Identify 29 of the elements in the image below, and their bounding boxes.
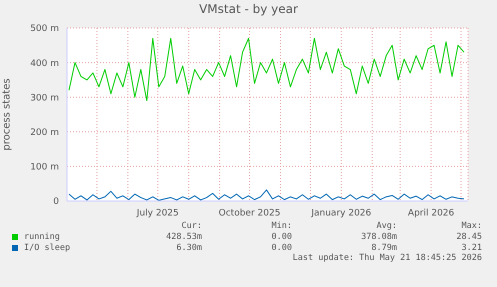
y-axis-title: process states xyxy=(2,78,13,151)
line-series xyxy=(68,38,465,102)
x-tick-label: July 2025 xyxy=(136,208,179,218)
text: 8.79m xyxy=(370,243,397,253)
y-tick-label: 100 m xyxy=(30,162,59,173)
text: Min: xyxy=(270,221,292,231)
chart-title: VMstat - by year xyxy=(198,2,299,16)
line-series xyxy=(68,189,465,201)
text: Max: xyxy=(460,221,482,231)
x-tick-label: October 2025 xyxy=(218,208,280,218)
text: 428.53m xyxy=(165,232,202,242)
text: 0.00 xyxy=(270,243,292,253)
x-tick-label: April 2026 xyxy=(408,208,455,218)
y-tick-label: 200 m xyxy=(30,128,59,138)
y-tick-label: 400 m xyxy=(30,58,59,69)
text: 28.45 xyxy=(455,232,482,242)
text: Avg: xyxy=(376,221,397,231)
y-tick-label: 0 xyxy=(53,197,60,208)
y-tick-label: 300 m xyxy=(30,93,59,104)
x-tick-label: January 2026 xyxy=(310,208,372,218)
legend-label: I/O sleep xyxy=(24,243,70,253)
text: 378.08m xyxy=(360,232,397,242)
text: 6.30m xyxy=(175,243,202,253)
text: Cur: xyxy=(180,221,202,231)
text: Last update: Thu May 21 18:45:25 2026 xyxy=(292,253,482,263)
text: 3.21 xyxy=(460,243,482,253)
legend-label: running xyxy=(24,232,60,242)
y-tick-label: 500 m xyxy=(30,24,59,34)
text: 0.00 xyxy=(270,232,292,242)
